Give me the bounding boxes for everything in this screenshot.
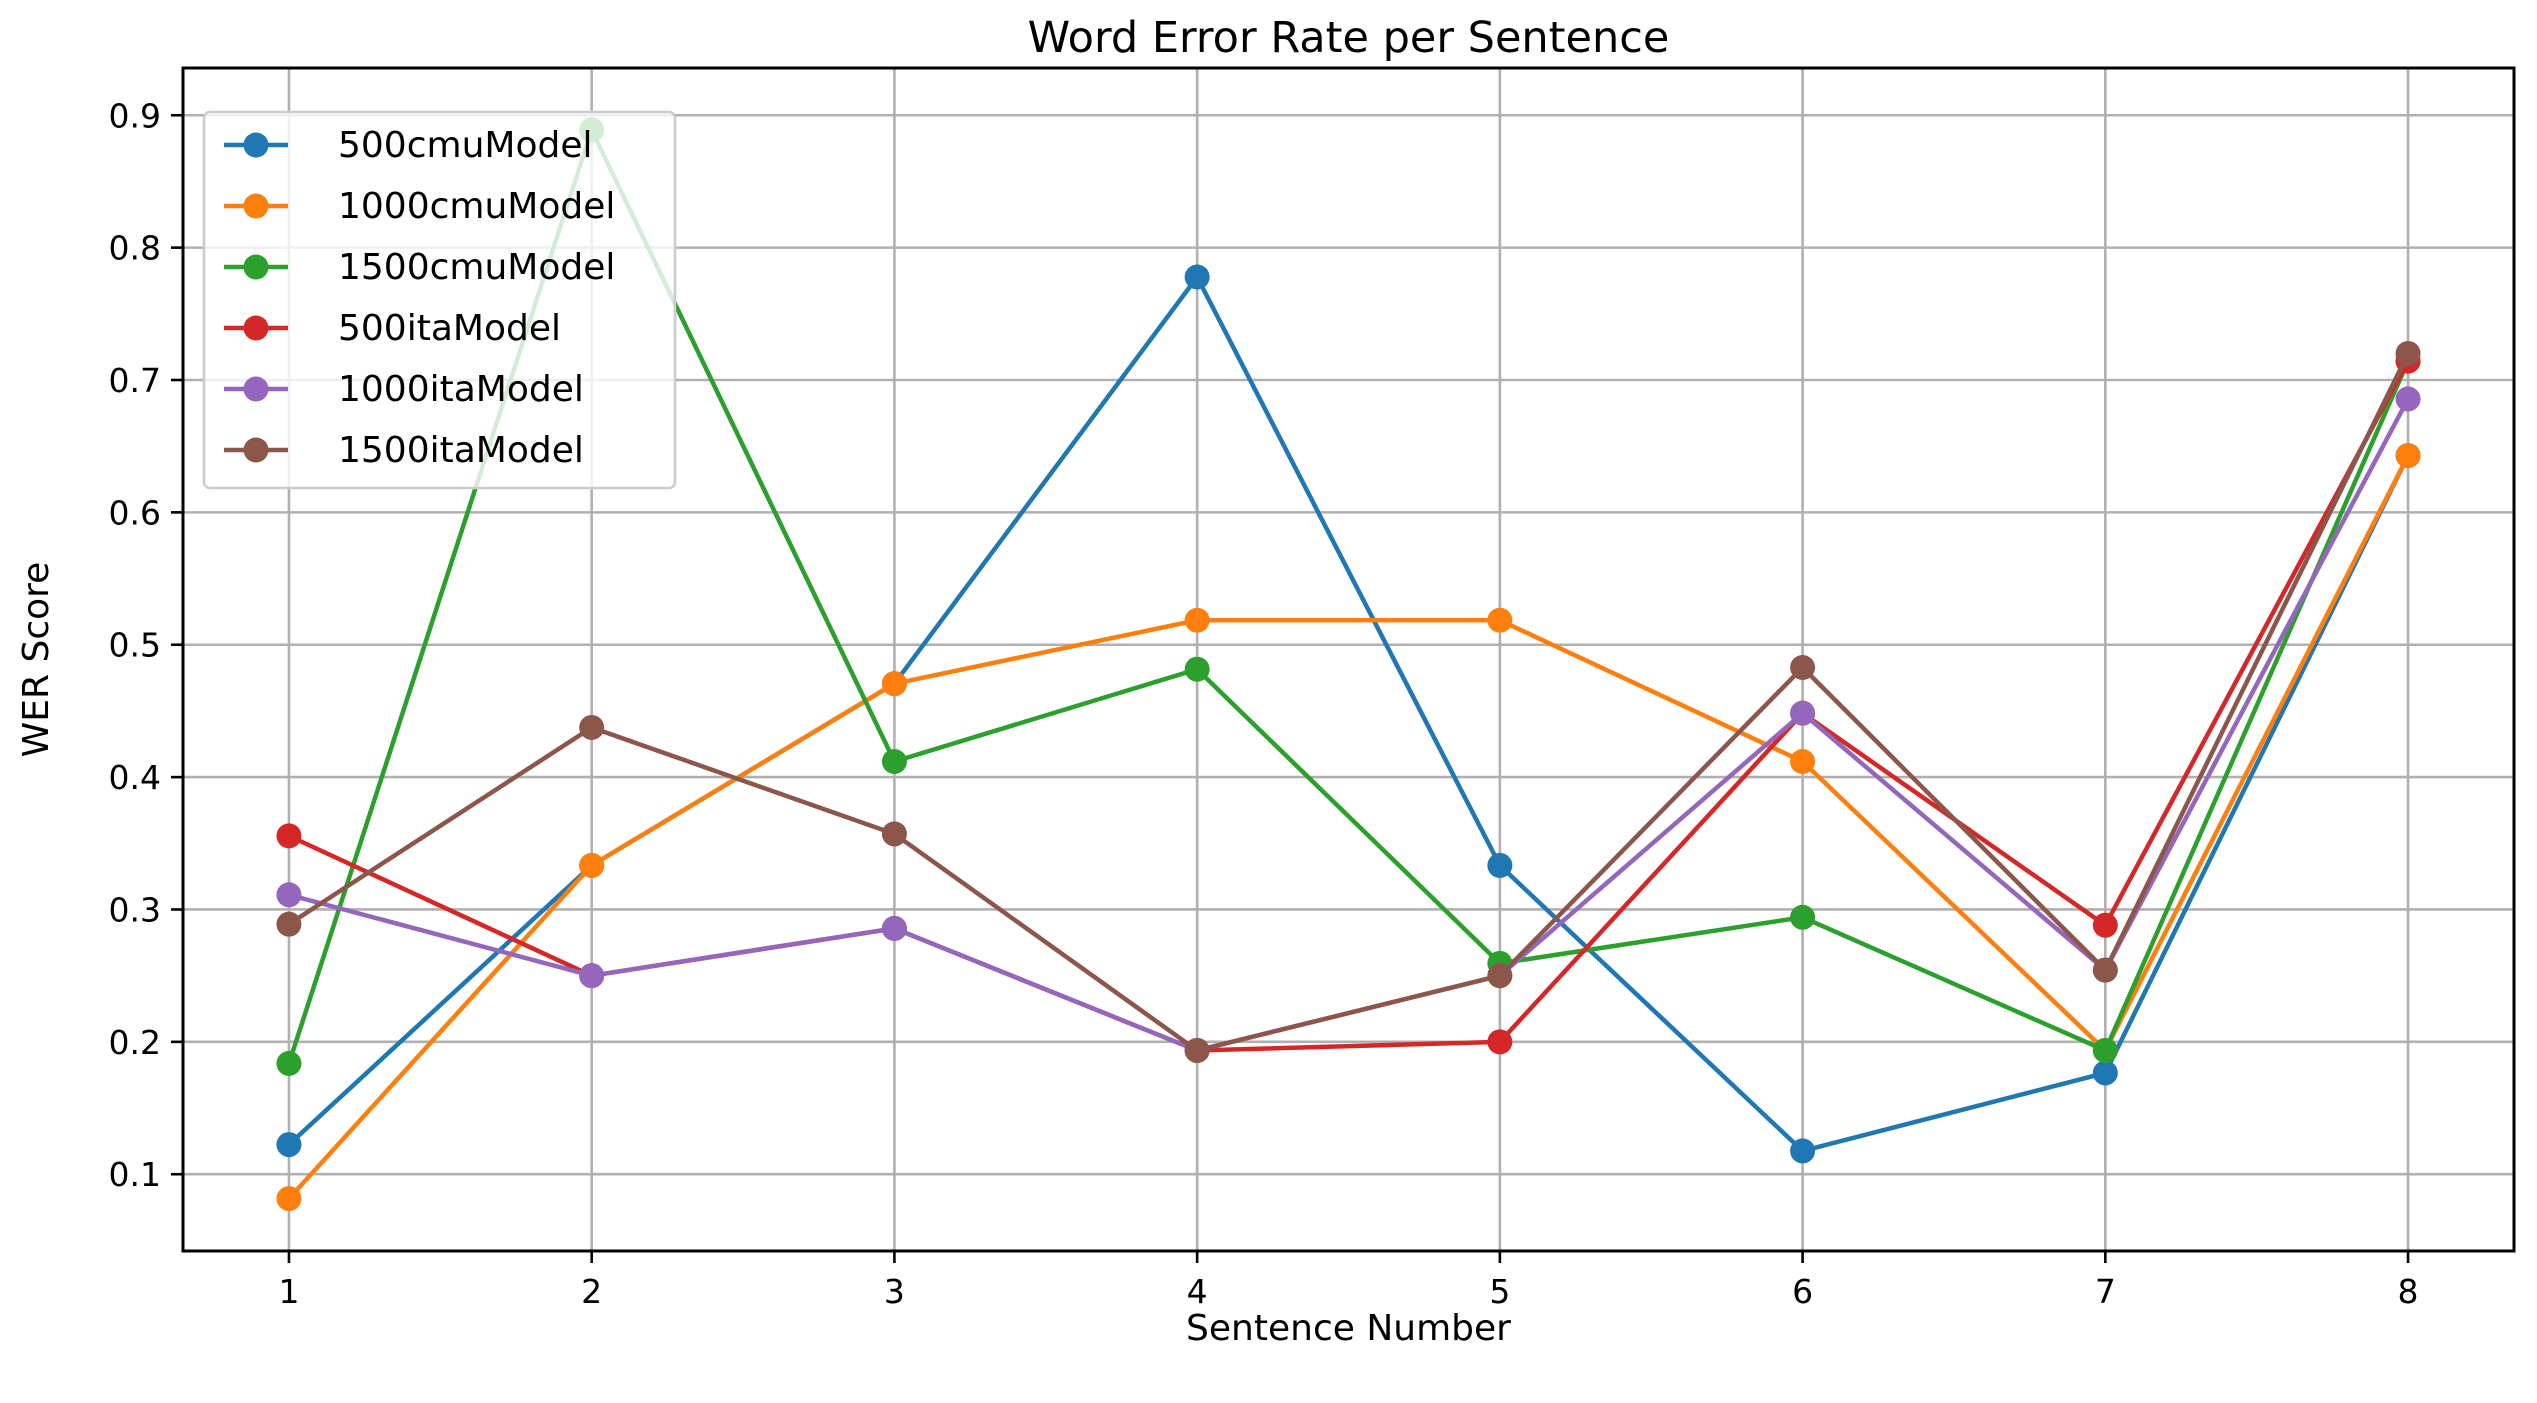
data-point	[2092, 1060, 2118, 1086]
data-point	[1790, 700, 1816, 726]
data-point	[881, 671, 907, 697]
data-point	[1184, 264, 1210, 290]
y-tick-label: 0.5	[109, 626, 161, 665]
data-point	[579, 714, 605, 740]
data-point	[1184, 656, 1210, 682]
data-point	[2092, 912, 2118, 938]
y-tick-label: 0.3	[109, 890, 161, 929]
y-tick-label: 0.4	[109, 758, 161, 797]
legend-label: 500cmuModel	[338, 125, 592, 166]
x-tick-label: 7	[2095, 1272, 2116, 1311]
data-point	[881, 821, 907, 847]
plot-frame	[181, 66, 2516, 1253]
x-tick-label: 5	[1489, 1272, 1510, 1311]
data-point	[2395, 386, 2421, 412]
y-tick-label: 0.8	[109, 229, 161, 268]
legend: 500cmuModel 1000cmuModel 1500cmuModel 500it…	[202, 110, 677, 490]
legend-box	[202, 110, 677, 490]
legend-label: 1500cmuModel	[338, 247, 615, 288]
data-point	[2092, 957, 2118, 983]
legend-swatch-marker	[243, 132, 269, 158]
data-point	[1487, 963, 1513, 989]
y-tick-label: 0.2	[109, 1023, 161, 1062]
data-point	[1487, 852, 1513, 878]
data-point	[1184, 607, 1210, 633]
series-layer	[276, 117, 2421, 1212]
y-tick-label: 0.6	[109, 493, 161, 532]
legend-label: 1500itaModel	[338, 430, 584, 471]
data-point	[1790, 904, 1816, 930]
legend-label: 500itaModel	[338, 308, 561, 349]
legend-label: 1000itaModel	[338, 369, 584, 410]
legend-item-1000itaModel: 1000itaModel	[224, 369, 584, 410]
data-point	[579, 963, 605, 989]
data-point	[276, 823, 302, 849]
data-point	[579, 852, 605, 878]
data-point	[881, 915, 907, 941]
legend-label: 1000cmuModel	[338, 186, 615, 227]
grid	[183, 68, 2514, 1251]
data-point	[1790, 655, 1816, 681]
data-point	[276, 1186, 302, 1212]
legend-item-1000cmuModel: 1000cmuModel	[224, 186, 615, 227]
y-tick-label: 0.1	[109, 1155, 161, 1194]
legend-item-500cmuModel: 500cmuModel	[224, 125, 592, 166]
chart-title: Word Error Rate per Sentence	[1028, 13, 1670, 63]
data-point	[1790, 1138, 1816, 1164]
x-tick-label: 1	[278, 1272, 299, 1311]
data-point	[276, 1050, 302, 1076]
series-1500itaModel	[276, 341, 2421, 1063]
y-tick-label: 0.7	[109, 361, 161, 400]
data-point	[1487, 1029, 1513, 1055]
legend-item-1500itaModel: 1500itaModel	[224, 430, 584, 471]
axis-ticks: 1 2 3 4 5 6 7 8 0.1 0.2 0.3 0.4 0.5 0.6 0.7 0.8 0.9	[109, 96, 2419, 1311]
data-point	[1184, 1037, 1210, 1063]
data-point	[276, 1132, 302, 1158]
data-point	[2092, 1037, 2118, 1063]
legend-swatch-marker	[243, 193, 269, 219]
data-point	[1790, 748, 1816, 774]
legend-item-1500cmuModel: 1500cmuModel	[224, 247, 615, 288]
x-tick-label: 3	[884, 1272, 905, 1311]
data-point	[2395, 443, 2421, 469]
legend-swatch-marker	[243, 437, 269, 463]
data-point	[276, 911, 302, 937]
data-point	[881, 748, 907, 774]
data-point	[1487, 607, 1513, 633]
x-tick-label: 2	[581, 1272, 602, 1311]
data-point	[2395, 341, 2421, 367]
x-tick-label: 6	[1792, 1272, 1813, 1311]
x-tick-label: 8	[2398, 1272, 2419, 1311]
x-axis-label: Sentence Number	[1186, 1308, 1511, 1349]
y-axis-label: WER Score	[16, 562, 57, 758]
legend-swatch-marker	[243, 315, 269, 341]
series-line	[287, 352, 2411, 1053]
legend-swatch-marker	[243, 254, 269, 280]
series-line	[287, 454, 2411, 1201]
data-point	[276, 882, 302, 908]
x-tick-label: 4	[1187, 1272, 1208, 1311]
legend-swatch-marker	[243, 376, 269, 402]
legend-item-500itaModel: 500itaModel	[224, 308, 561, 349]
y-tick-label: 0.9	[109, 96, 161, 135]
